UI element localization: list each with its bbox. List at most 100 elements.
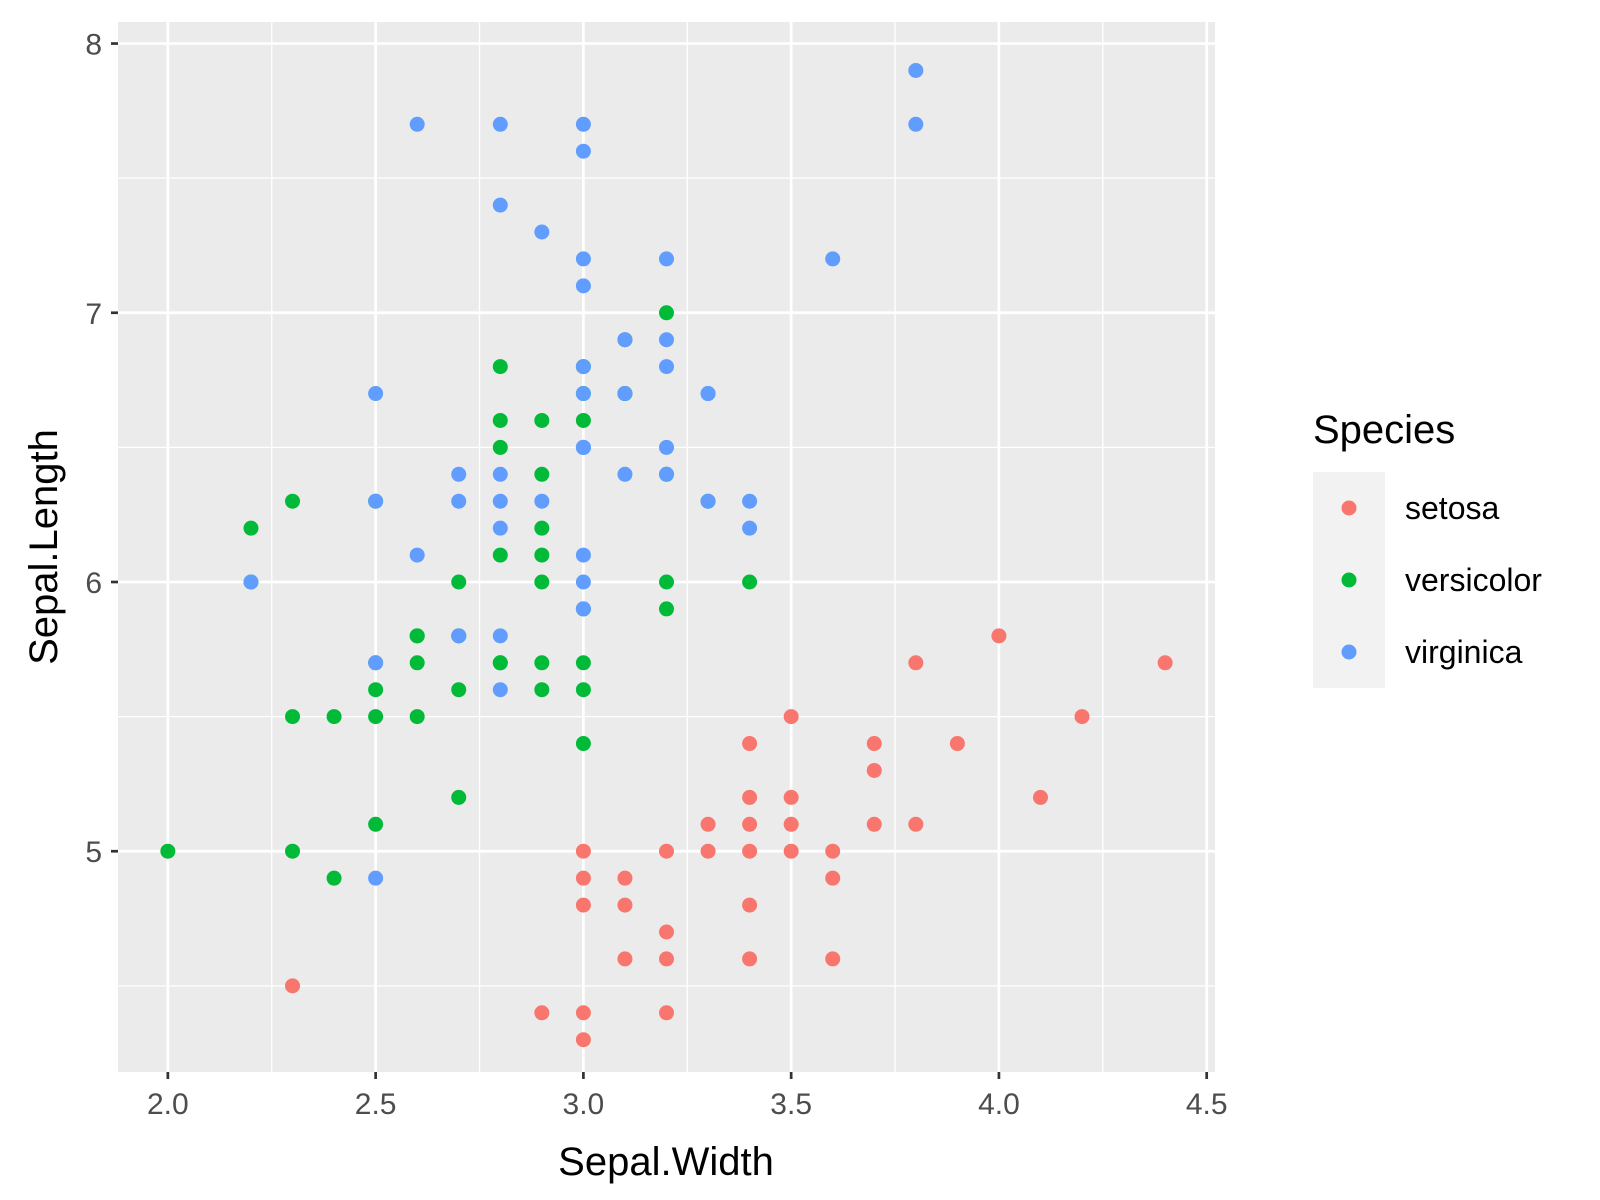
data-point-virginica [368,493,384,509]
data-point-virginica [409,547,425,563]
data-point-setosa [742,789,758,805]
y-tick-label: 8 [85,29,102,62]
data-point-virginica [617,466,633,482]
data-point-versicolor [742,574,758,590]
y-axis-ticks: 5 6 7 8 [85,29,118,869]
data-point-setosa [659,843,674,859]
legend-label-setosa: setosa [1405,490,1499,526]
data-point-setosa [617,951,633,967]
data-point-virginica [492,682,508,698]
data-point-setosa [575,870,591,886]
data-point-setosa [783,709,799,725]
data-point-versicolor [575,655,591,671]
data-point-setosa [659,924,674,940]
data-point-virginica [451,628,467,644]
data-point-virginica [492,466,508,482]
data-point-versicolor [409,655,425,671]
data-point-setosa [949,736,965,752]
data-point-versicolor [659,601,674,617]
data-point-setosa [742,736,758,752]
data-point-virginica [575,359,591,375]
data-point-versicolor [451,574,467,590]
data-point-virginica [492,116,508,132]
data-point-virginica [575,278,591,294]
data-point-setosa [700,843,716,859]
data-point-versicolor [534,520,550,536]
data-point-setosa [1074,709,1090,725]
data-point-versicolor [492,359,508,375]
y-tick-label: 7 [85,298,102,331]
data-point-virginica [451,493,467,509]
data-point-virginica [617,332,633,348]
data-point-versicolor [575,682,591,698]
x-tick-label: 3.0 [563,1088,605,1121]
legend-label-virginica: virginica [1405,634,1523,670]
data-point-versicolor [659,305,674,321]
legend-key-setosa [1341,500,1357,516]
data-point-setosa [908,655,924,671]
data-point-virginica [575,439,591,455]
data-point-versicolor [451,682,467,698]
legend: Species setosa versicolor virginica [1313,408,1542,688]
data-point-virginica [575,574,591,590]
data-point-virginica [575,386,591,402]
data-point-setosa [617,870,633,886]
data-point-virginica [659,466,674,482]
data-point-setosa [575,897,591,913]
data-point-setosa [908,816,924,832]
data-point-versicolor [243,520,259,536]
data-point-setosa [742,816,758,832]
data-point-setosa [700,816,716,832]
data-point-setosa [659,1005,674,1021]
x-tick-label: 2.5 [355,1088,397,1121]
data-point-versicolor [575,736,591,752]
data-point-versicolor [451,789,467,805]
data-point-setosa [575,1032,591,1048]
data-point-setosa [783,816,799,832]
data-point-virginica [700,493,716,509]
data-point-versicolor [492,412,508,428]
data-point-setosa [285,978,301,994]
data-point-versicolor [534,412,550,428]
data-point-setosa [991,628,1007,644]
data-point-virginica [368,655,384,671]
data-point-versicolor [285,493,301,509]
x-tick-label: 2.0 [147,1088,189,1121]
data-point-virginica [575,116,591,132]
data-point-setosa [866,736,882,752]
data-point-virginica [409,116,425,132]
data-point-versicolor [534,547,550,563]
data-point-virginica [534,224,550,240]
y-tick-label: 6 [85,567,102,600]
data-point-versicolor [368,682,384,698]
data-point-setosa [742,897,758,913]
legend-key-virginica [1341,644,1357,660]
legend-key-versicolor [1341,572,1357,588]
data-point-versicolor [575,412,591,428]
data-point-setosa [1157,655,1173,671]
x-axis-title: Sepal.Width [558,1140,774,1184]
data-point-virginica [659,439,674,455]
x-axis-ticks: 2.0 2.5 3.0 3.5 4.0 4.5 [147,1072,1228,1121]
data-point-versicolor [368,816,384,832]
data-point-virginica [908,62,924,78]
data-point-setosa [783,843,799,859]
data-point-versicolor [368,709,384,725]
data-point-setosa [575,1005,591,1021]
data-point-virginica [368,870,384,886]
data-point-setosa [1032,789,1048,805]
minor-gridlines [118,22,1215,1072]
data-point-virginica [368,386,384,402]
data-point-setosa [825,951,841,967]
data-point-virginica [492,493,508,509]
data-point-versicolor [285,709,301,725]
x-tick-label: 4.5 [1186,1088,1228,1121]
data-point-virginica [492,520,508,536]
legend-label-versicolor: versicolor [1405,562,1542,598]
data-point-virginica [575,143,591,159]
data-point-versicolor [492,547,508,563]
data-point-setosa [617,897,633,913]
x-tick-label: 4.0 [978,1088,1020,1121]
data-point-versicolor [534,466,550,482]
